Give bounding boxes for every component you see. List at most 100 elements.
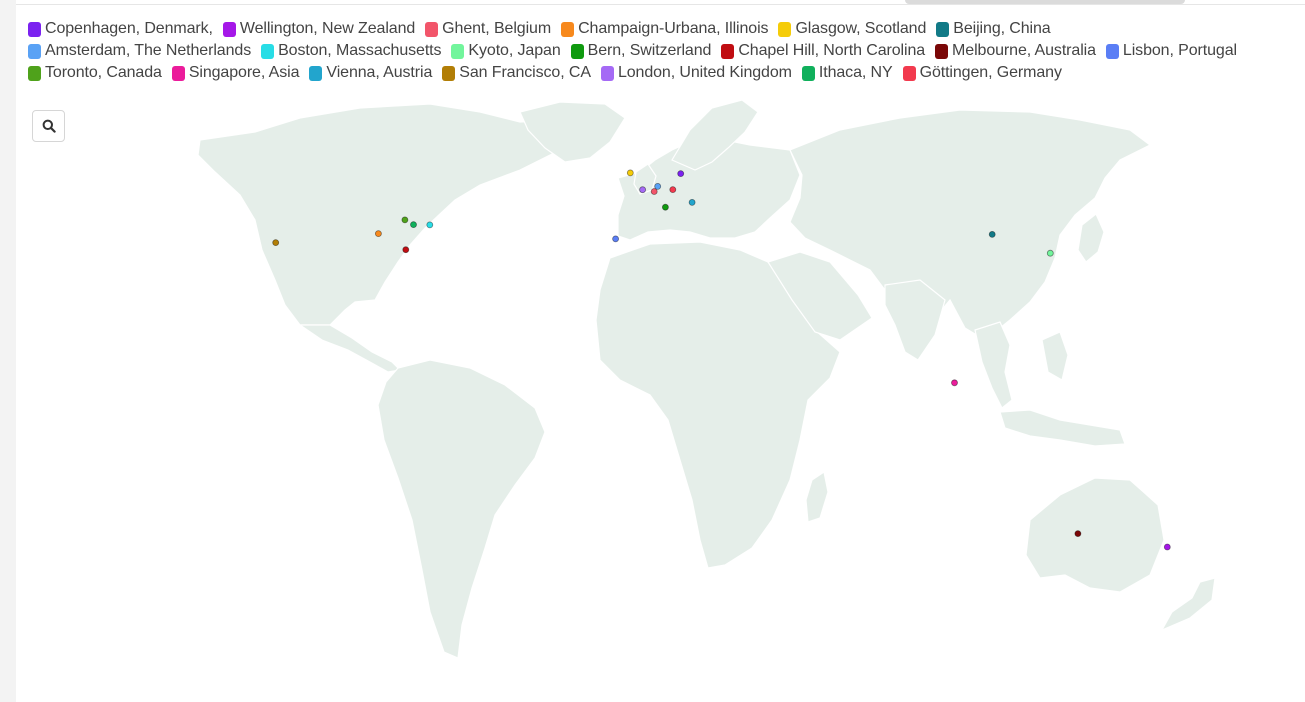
legend-item[interactable]: Glasgow, Scotland <box>778 18 926 40</box>
land-indonesia <box>999 409 1126 447</box>
legend-item[interactable]: San Francisco, CA <box>442 62 591 84</box>
legend-label: Melbourne, Australia <box>952 42 1096 59</box>
city-marker[interactable] <box>402 246 410 254</box>
legend-item[interactable]: Göttingen, Germany <box>902 62 1062 84</box>
land-australia <box>1025 477 1165 593</box>
legend-label: Bern, Switzerland <box>587 42 712 59</box>
city-marker[interactable] <box>410 221 417 229</box>
legend-label: Lisbon, Portugal <box>1122 42 1237 59</box>
city-marker[interactable] <box>639 186 646 194</box>
legend-label: Toronto, Canada <box>45 64 162 81</box>
city-marker[interactable] <box>988 230 996 238</box>
city-marker[interactable] <box>1074 530 1082 537</box>
legend-swatch <box>425 21 439 37</box>
search-icon <box>42 119 56 133</box>
legend-label: Amsterdam, The Netherlands <box>45 42 252 59</box>
legend-label: Göttingen, Germany <box>919 64 1062 81</box>
legend-label: Kyoto, Japan <box>468 42 561 59</box>
land-south-america <box>377 359 546 659</box>
land-greenland <box>519 101 626 163</box>
city-marker[interactable] <box>1163 543 1171 551</box>
legend-label: Boston, Massachusetts <box>278 42 442 59</box>
city-marker[interactable] <box>426 221 434 229</box>
legend-label: Wellington, New Zealand <box>239 20 416 37</box>
city-marker[interactable] <box>1046 249 1054 257</box>
zoom-button[interactable] <box>32 110 65 142</box>
city-marker[interactable] <box>626 169 634 177</box>
city-marker[interactable] <box>669 186 677 194</box>
legend-swatch <box>442 65 456 81</box>
legend-item[interactable]: Melbourne, Australia <box>935 40 1096 62</box>
city-marker[interactable] <box>401 216 409 224</box>
legend-item[interactable]: Wellington, New Zealand <box>222 18 416 40</box>
legend-swatch <box>28 21 41 37</box>
city-marker[interactable] <box>272 239 280 247</box>
legend-item[interactable]: Vienna, Austria <box>309 62 432 84</box>
legend-swatch <box>171 65 185 81</box>
legend-swatch <box>1105 43 1119 59</box>
legend-label: Chapel Hill, North Carolina <box>738 42 926 59</box>
legend-swatch <box>28 65 41 81</box>
legend-swatch <box>902 65 916 81</box>
legend-item[interactable]: Lisbon, Portugal <box>1105 40 1237 62</box>
legend-label: London, United Kingdom <box>617 64 792 81</box>
legend-label: Vienna, Austria <box>326 64 433 81</box>
legend-item[interactable]: Toronto, Canada <box>28 62 162 84</box>
land-central-america <box>298 324 402 373</box>
land-madagascar <box>805 471 829 523</box>
legend-swatch <box>570 43 584 59</box>
legend-item[interactable]: Boston, Massachusetts <box>261 40 442 62</box>
legend-label: Ithaca, NY <box>818 64 893 81</box>
city-marker[interactable] <box>677 170 685 178</box>
city-markers <box>272 169 1171 551</box>
legend-item[interactable]: Kyoto, Japan <box>451 40 561 62</box>
land-scandinavia <box>671 99 759 171</box>
legend-swatch <box>778 21 792 37</box>
city-marker[interactable] <box>688 198 696 206</box>
land-north-america <box>197 103 602 326</box>
top-divider <box>16 4 1305 5</box>
land-new-zealand <box>1160 577 1216 632</box>
legend-item[interactable]: Amsterdam, The Netherlands <box>28 40 251 62</box>
legend-swatch <box>561 21 575 37</box>
land-philippines <box>1041 331 1069 381</box>
legend-item[interactable]: Singapore, Asia <box>171 62 300 84</box>
legend-swatch <box>261 43 275 59</box>
legend-item[interactable]: Beijing, China <box>936 18 1051 40</box>
land-japan <box>1077 213 1105 263</box>
legend-label: Copenhagen, Denmark, <box>45 20 213 37</box>
land-layer <box>197 99 1216 659</box>
land-arabia <box>767 251 873 341</box>
legend-swatch <box>600 65 614 81</box>
legend-swatch <box>801 65 815 81</box>
legend-item[interactable]: Chapel Hill, North Carolina <box>721 40 925 62</box>
legend-swatch <box>721 43 735 59</box>
city-marker[interactable] <box>612 235 619 243</box>
legend-item[interactable]: Bern, Switzerland <box>570 40 712 62</box>
legend-label: San Francisco, CA <box>459 64 591 81</box>
legend-label: Beijing, China <box>953 20 1051 37</box>
legend-label: Champaign-Urbana, Illinois <box>578 20 769 37</box>
city-marker[interactable] <box>654 182 662 190</box>
legend-label: Ghent, Belgium <box>442 20 552 37</box>
legend-item[interactable]: London, United Kingdom <box>600 62 792 84</box>
city-marker[interactable] <box>951 379 958 387</box>
city-marker[interactable] <box>650 188 658 195</box>
city-marker[interactable] <box>374 230 382 238</box>
legend-swatch <box>309 65 323 81</box>
legend-label: Glasgow, Scotland <box>795 20 927 37</box>
land-india <box>884 279 946 361</box>
legend-swatch <box>28 43 41 59</box>
legend-swatch <box>936 21 950 37</box>
land-asia <box>789 109 1152 341</box>
left-rail <box>0 0 16 702</box>
legend-swatch <box>451 43 465 59</box>
legend-item[interactable]: Copenhagen, Denmark, <box>28 18 213 40</box>
land-southeast-asia <box>974 321 1013 409</box>
city-marker[interactable] <box>662 203 669 211</box>
legend-item[interactable]: Ithaca, NY <box>801 62 893 84</box>
legend-item[interactable]: Champaign-Urbana, Illinois <box>561 18 769 40</box>
legend-item[interactable]: Ghent, Belgium <box>425 18 551 40</box>
legend-swatch <box>222 21 236 37</box>
